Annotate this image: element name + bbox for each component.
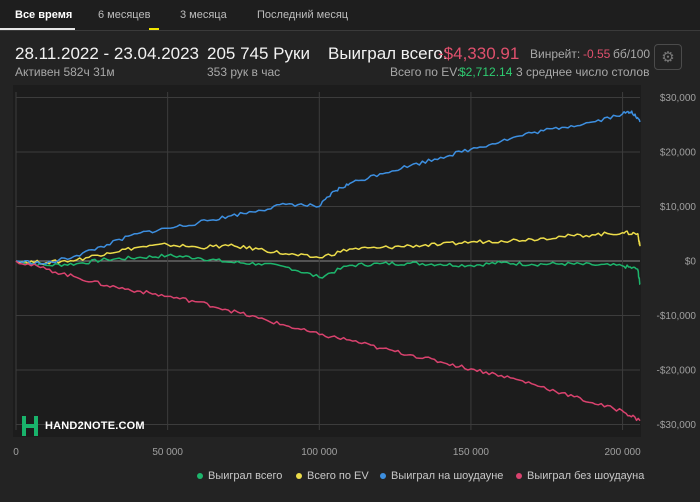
- y-tick-label: -$10,000: [657, 311, 697, 322]
- x-tick-label: 100 000: [301, 447, 338, 458]
- avg-tables: 3 среднее число столов: [516, 65, 650, 79]
- legend-item-non-showdown[interactable]: Выиграл без шоудауна: [516, 470, 644, 482]
- won-total-value: -$4,330.91: [438, 44, 520, 63]
- legend-label: Выиграл на шоудауне: [391, 470, 504, 482]
- series-line-1: [15, 230, 641, 266]
- series-line-0: [15, 253, 641, 286]
- legend-dot: [380, 473, 386, 479]
- date-range: 28.11.2022 - 23.04.2023: [15, 44, 200, 63]
- winrate-unit: бб/100: [613, 47, 651, 61]
- ev-total-value: $2,712.14: [459, 65, 513, 79]
- tab-6-months[interactable]: 6 месяцев: [98, 9, 151, 21]
- y-tick-label: -$20,000: [657, 366, 697, 377]
- winrate-value: -0.55: [583, 47, 611, 61]
- chart-legend: Выиграл всего Всего по EV Выиграл на шоу…: [0, 470, 700, 488]
- legend-label: Всего по EV: [307, 470, 369, 482]
- series-line-2: [15, 110, 641, 265]
- settings-button[interactable]: ⚙: [654, 44, 682, 70]
- legend-dot: [296, 473, 302, 479]
- x-tick-label: 150 000: [453, 447, 490, 458]
- legend-item-showdown[interactable]: Выиграл на шоудауне: [380, 470, 503, 482]
- legend-dot: [197, 473, 203, 479]
- x-tick-label: 200 000: [604, 447, 641, 458]
- tab-all-time[interactable]: Все время: [15, 9, 73, 21]
- legend-dot: [516, 473, 522, 479]
- hands-count: 205 745 Руки: [207, 44, 310, 63]
- legend-label: Выиграл всего: [208, 470, 283, 482]
- x-tick-label: 50 000: [152, 447, 183, 458]
- series-line-3: [15, 260, 641, 422]
- won-total-label: Выиграл всего:: [328, 44, 448, 63]
- y-tick-label: $0: [685, 257, 697, 268]
- tab-accent-mark: [149, 28, 159, 30]
- active-tab-underline: [0, 28, 75, 30]
- winrate-label: Винрейт:: [530, 47, 581, 61]
- period-tabs: Все время 6 месяцев 3 месяца Последний м…: [0, 0, 700, 31]
- hands-per-hour: 353 рук в час: [207, 65, 281, 79]
- y-tick-label: $10,000: [660, 202, 697, 213]
- h2n-logo-icon: [22, 416, 38, 436]
- y-tick-label: -$30,000: [657, 420, 697, 431]
- legend-label: Выиграл без шоудауна: [527, 470, 645, 482]
- logo-text: HAND2NOTE.COM: [45, 420, 145, 432]
- active-time: Активен 582ч 31м: [15, 65, 115, 79]
- y-tick-label: $20,000: [660, 147, 697, 158]
- legend-item-ev-total[interactable]: Всего по EV: [296, 470, 369, 482]
- y-tick-label: $30,000: [660, 93, 697, 104]
- hand2note-logo: HAND2NOTE.COM: [22, 416, 145, 436]
- ev-total-label: Всего по EV:: [390, 65, 461, 79]
- x-tick-label: 0: [13, 447, 19, 458]
- tab-3-months[interactable]: 3 месяца: [180, 9, 227, 21]
- tab-last-month[interactable]: Последний месяц: [257, 9, 349, 21]
- gear-icon: ⚙: [661, 49, 675, 66]
- legend-item-won-total[interactable]: Выиграл всего: [197, 470, 282, 482]
